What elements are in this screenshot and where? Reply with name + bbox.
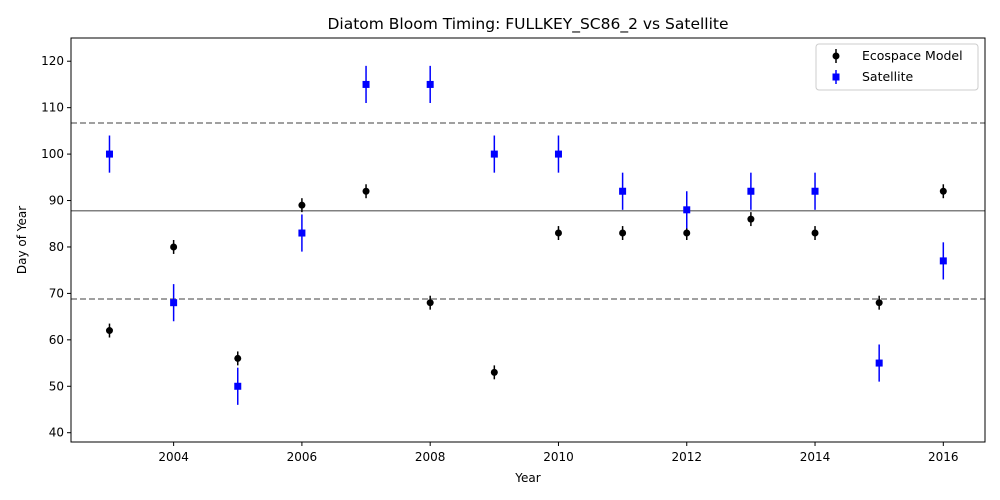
x-tick-label: 2012 bbox=[671, 450, 702, 464]
y-tick-label: 100 bbox=[41, 147, 64, 161]
satellite-point bbox=[298, 229, 306, 237]
satellite-point bbox=[747, 187, 755, 195]
satellite-point bbox=[939, 257, 947, 265]
satellite-point bbox=[811, 187, 819, 195]
ecospace-model-point bbox=[362, 187, 370, 195]
ecospace-model-point bbox=[875, 299, 883, 307]
ecospace-model-point bbox=[298, 201, 306, 209]
satellite-point bbox=[170, 299, 178, 307]
x-tick-label: 2014 bbox=[800, 450, 831, 464]
ecospace-model-point bbox=[554, 229, 562, 237]
ecospace-model-point bbox=[811, 229, 819, 237]
y-tick-label: 60 bbox=[49, 333, 64, 347]
ecospace-model-point bbox=[234, 354, 242, 362]
plot-area-frame bbox=[70, 37, 986, 443]
legend-label-satellite: Satellite bbox=[862, 69, 914, 84]
x-tick-label: 2004 bbox=[158, 450, 189, 464]
y-tick-label: 90 bbox=[49, 194, 64, 208]
ecospace-model-point bbox=[683, 229, 691, 237]
y-tick-label: 110 bbox=[41, 101, 64, 115]
satellite-point bbox=[875, 359, 883, 367]
legend-label-ecospace-model: Ecospace Model bbox=[862, 48, 963, 63]
satellite-point bbox=[362, 80, 370, 88]
ecospace-model-point bbox=[426, 299, 434, 307]
satellite-point bbox=[105, 150, 113, 158]
ecospace-model-point bbox=[619, 229, 627, 237]
satellite-point bbox=[683, 206, 691, 214]
x-tick-label: 2008 bbox=[415, 450, 446, 464]
x-tick-label: 2006 bbox=[287, 450, 318, 464]
ecospace-model-point bbox=[747, 215, 755, 223]
chart-title: Diatom Bloom Timing: FULLKEY_SC86_2 vs S… bbox=[327, 15, 728, 34]
ecospace-model-point bbox=[170, 243, 178, 251]
ecospace-model-point bbox=[105, 327, 113, 335]
y-tick-label: 120 bbox=[41, 54, 64, 68]
legend-item-ecospace-model: Ecospace Model bbox=[832, 48, 963, 63]
satellite-point bbox=[426, 80, 434, 88]
y-tick-label: 80 bbox=[49, 240, 64, 254]
y-tick-label: 50 bbox=[49, 379, 64, 393]
y-axis-title: Day of Year bbox=[15, 206, 29, 274]
x-axis-title: Year bbox=[514, 471, 540, 485]
satellite-point bbox=[490, 150, 498, 158]
satellite-point bbox=[554, 150, 562, 158]
legend: Ecospace Model Satellite bbox=[815, 43, 979, 91]
satellite-point bbox=[619, 187, 627, 195]
x-tick-label: 2016 bbox=[928, 450, 959, 464]
y-tick-label: 40 bbox=[49, 426, 64, 440]
y-tick-label: 70 bbox=[49, 286, 64, 300]
legend-item-satellite: Satellite bbox=[832, 69, 914, 84]
ecospace-model-point bbox=[939, 187, 947, 195]
ecospace-model-point bbox=[490, 368, 498, 376]
satellite-point bbox=[234, 382, 242, 390]
x-tick-label: 2010 bbox=[543, 450, 574, 464]
